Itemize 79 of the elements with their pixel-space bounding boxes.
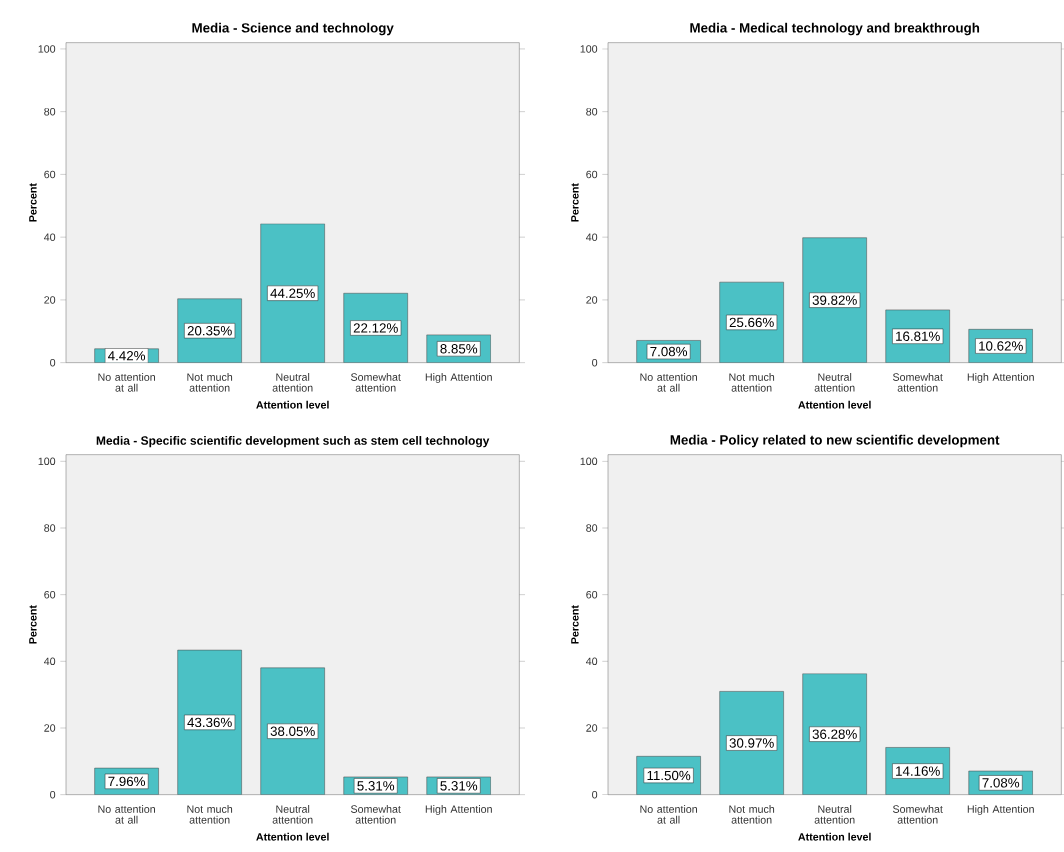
x-tick-label: Somewhat attention	[892, 805, 943, 824]
data-label: 7.08%	[650, 346, 688, 357]
y-tick-label: 20	[586, 296, 598, 304]
y-axis-title: Percent	[29, 605, 37, 644]
x-tick-label: High Attention	[425, 373, 492, 383]
x-tick-label: High Attention	[425, 805, 492, 815]
y-tick-label: 80	[586, 524, 598, 532]
data-label: 44.25%	[270, 288, 315, 298]
x-tick-label: Neutral attention	[814, 805, 855, 824]
y-tick-label: 40	[585, 657, 598, 666]
y-axis-title: Percent	[29, 183, 37, 222]
y-tick-label: 20	[586, 724, 598, 732]
x-tick-label: Neutral attention	[272, 373, 313, 392]
y-tick-label: 20	[44, 296, 56, 304]
bar	[260, 667, 325, 795]
y-tick-label: 60	[586, 170, 598, 179]
y-tick-label: 40	[43, 233, 56, 241]
x-tick-label: No attention at all	[640, 373, 697, 392]
x-tick-label: High Attention	[967, 373, 1034, 383]
y-tick-label: 100	[38, 457, 56, 466]
data-label: 25.66%	[729, 317, 774, 328]
y-tick-label: 60	[44, 590, 56, 599]
y-tick-label: 40	[585, 233, 598, 241]
x-axis-title: Attention level	[256, 400, 329, 409]
bar	[177, 649, 242, 795]
data-label: 39.82%	[812, 295, 857, 305]
bar	[260, 223, 325, 363]
chart-title: Media - Specific scientific development such as stem cell technology	[96, 436, 490, 448]
x-tick-label: Somewhat attention	[892, 373, 943, 392]
data-label: 16.81%	[896, 331, 940, 341]
data-label: 5.31%	[440, 781, 478, 791]
y-axis-title: Percent	[571, 605, 579, 644]
data-label: 36.28%	[812, 729, 857, 739]
data-label: 43.36%	[187, 717, 232, 728]
x-tick-label: Neutral attention	[814, 373, 855, 392]
y-tick-label: 80	[44, 107, 56, 116]
data-label: 20.35%	[187, 326, 232, 336]
y-tick-label: 0	[50, 790, 56, 799]
x-tick-label: Not much attention	[729, 373, 775, 392]
x-tick-label: No attention at all	[640, 805, 697, 824]
y-tick-label: 80	[586, 107, 598, 116]
y-tick-label: 100	[38, 45, 56, 53]
y-tick-label: 0	[592, 358, 598, 367]
x-tick-label: High Attention	[967, 805, 1034, 815]
x-tick-label: Somewhat attention	[350, 805, 401, 824]
data-label: 5.31%	[357, 781, 395, 791]
data-label: 8.85%	[440, 344, 478, 354]
x-tick-label: No attention at all	[98, 805, 155, 824]
data-label: 10.62%	[979, 341, 1023, 351]
data-label: 30.97%	[729, 738, 774, 748]
x-tick-label: Not much attention	[187, 805, 233, 824]
y-tick-label: 20	[44, 724, 56, 732]
x-tick-label: Not much attention	[729, 805, 775, 824]
data-label: 11.50%	[647, 770, 691, 781]
x-tick-label: Somewhat attention	[350, 373, 401, 392]
y-tick-label: 0	[592, 790, 598, 799]
y-tick-label: 100	[580, 457, 598, 466]
x-axis-title: Attention level	[798, 400, 871, 409]
x-tick-label: No attention at all	[98, 373, 155, 392]
data-label: 7.08%	[982, 778, 1020, 788]
x-tick-label: Not much attention	[187, 373, 233, 392]
y-tick-label: 60	[44, 170, 56, 179]
chart-title: Media - Policy related to new scientific development	[670, 434, 1000, 448]
y-tick-label: 60	[586, 590, 598, 599]
data-label: 4.42%	[108, 351, 146, 361]
data-label: 38.05%	[270, 726, 315, 736]
y-axis-title: Percent	[571, 183, 579, 222]
data-label: 14.16%	[896, 766, 940, 776]
y-tick-label: 40	[43, 657, 56, 666]
y-tick-label: 100	[580, 45, 598, 53]
x-axis-title: Attention level	[256, 832, 329, 841]
y-tick-label: 0	[50, 358, 56, 367]
data-label: 7.96%	[108, 776, 146, 787]
x-tick-label: Neutral attention	[272, 805, 313, 824]
y-tick-label: 80	[44, 524, 56, 532]
chart-title: Media - Science and technology	[192, 22, 394, 36]
data-label: 22.12%	[353, 323, 398, 333]
chart-title: Media - Medical technology and breakthrough	[690, 22, 980, 36]
x-axis-title: Attention level	[798, 832, 871, 841]
